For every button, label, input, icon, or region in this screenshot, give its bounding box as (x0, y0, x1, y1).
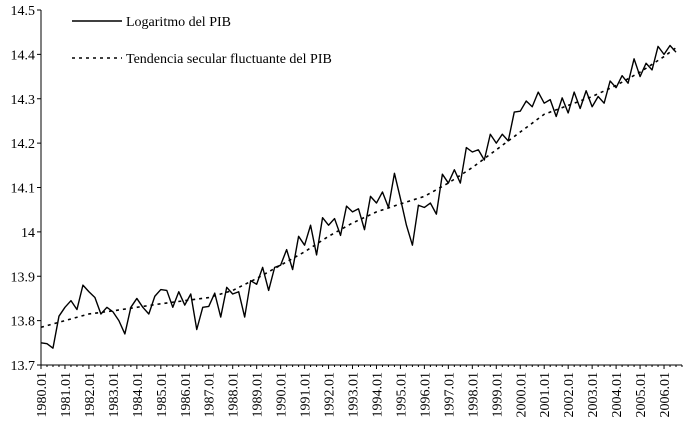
x-tick-label: 1988.01 (227, 372, 242, 418)
x-tick-label: 1983.01 (107, 372, 122, 418)
series-layer (40, 44, 677, 349)
legend: Logaritmo del PIB Tendencia secular fluc… (72, 15, 332, 67)
legend-label-gdp: Logaritmo del PIB (126, 15, 231, 30)
x-tick-label: 1989.01 (251, 372, 266, 418)
y-tick-label: 13.8 (11, 315, 36, 330)
y-tick-label: 14 (21, 226, 35, 241)
x-tick-label: 2002.01 (562, 372, 577, 418)
x-tick-label: 1995.01 (394, 372, 409, 418)
x-tick-label: 2006.01 (658, 372, 673, 418)
y-tick-label: 14.1 (11, 182, 36, 197)
x-tick-label: 1990.01 (275, 372, 290, 418)
x-tick-label: 1986.01 (179, 372, 194, 418)
legend-label-trend: Tendencia secular fluctuante del PIB (126, 52, 332, 67)
y-tick-label: 13.7 (11, 359, 36, 374)
x-tick-label: 2005.01 (634, 372, 649, 418)
x-tick-label: 1980.01 (35, 372, 50, 418)
y-tick-label: 14.4 (11, 48, 36, 63)
x-tick-label: 1994.01 (370, 372, 385, 418)
y-axis: 13.7 13.8 13.9 14 14.1 14.2 14.3 14.4 14.5 (11, 4, 42, 374)
y-tick-label: 13.9 (11, 270, 36, 285)
x-tick-label: 1999.01 (490, 372, 505, 418)
series-line-trend (40, 47, 677, 329)
x-tick-label: 1997.01 (442, 372, 457, 418)
x-tick-label: 1985.01 (155, 372, 170, 418)
y-tick-label: 14.3 (11, 93, 36, 108)
x-tick-label: 1998.01 (466, 372, 481, 418)
x-tick-label: 2001.01 (538, 372, 553, 418)
x-tick-label: 1996.01 (418, 372, 433, 418)
x-tick-label: 1991.01 (299, 372, 314, 418)
x-tick-label: 1992.01 (323, 372, 338, 418)
x-tick-label: 2003.01 (586, 372, 601, 418)
y-tick-label: 14.2 (11, 137, 36, 152)
x-tick-label: 1987.01 (203, 372, 218, 418)
x-tick-label: 2000.01 (514, 372, 529, 418)
x-tick-label: 1982.01 (83, 372, 98, 418)
series-line-gdp (40, 44, 677, 349)
x-tick-label: 2004.01 (610, 372, 625, 418)
y-tick-label: 14.5 (11, 4, 36, 19)
x-axis: 1980.01 1981.01 1982.01 1983.01 1984.01 1985.… (35, 364, 683, 418)
x-tick-label: 1981.01 (59, 372, 74, 418)
x-tick-label: 1984.01 (131, 372, 146, 418)
x-tick-label: 1993.01 (347, 372, 362, 418)
